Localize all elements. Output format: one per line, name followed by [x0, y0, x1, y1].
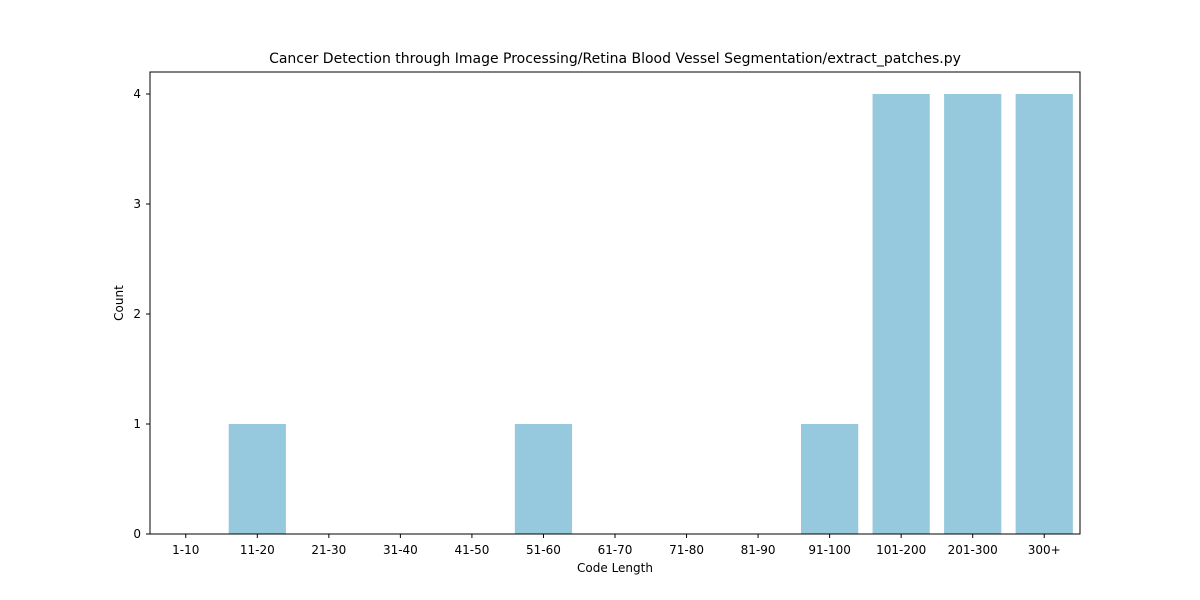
y-tick-label: 1 [133, 417, 141, 431]
bar-101-200 [872, 94, 930, 534]
x-tick-label: 41-50 [454, 543, 489, 557]
bar-300+ [1015, 94, 1073, 534]
x-tick-label: 51-60 [526, 543, 561, 557]
bar-91-100 [801, 424, 859, 534]
x-tick-label: 21-30 [311, 543, 346, 557]
x-tick-label: 71-80 [669, 543, 704, 557]
bar-201-300 [944, 94, 1002, 534]
y-tick-label: 4 [133, 87, 141, 101]
bars-group [228, 94, 1073, 534]
x-tick-label: 300+ [1028, 543, 1061, 557]
y-axis: 0 1 2 3 4 [133, 87, 150, 541]
x-tick-label: 1-10 [172, 543, 199, 557]
plot-frame [149, 71, 1081, 535]
x-axis: 1-10 11-20 21-30 31-40 41-50 51-60 61-70 71-80 8… [172, 534, 1061, 557]
x-tick-label: 101-200 [876, 543, 926, 557]
x-tick-label: 11-20 [240, 543, 275, 557]
y-tick-label: 3 [133, 197, 141, 211]
chart-title: Cancer Detection through Image Processin… [269, 51, 961, 67]
bar-11-20 [228, 424, 286, 534]
bar-51-60 [514, 424, 573, 534]
x-tick-label: 31-40 [383, 543, 418, 557]
x-tick-label: 61-70 [598, 543, 633, 557]
x-tick-label: 201-300 [948, 543, 998, 557]
x-tick-label: 81-90 [741, 543, 776, 557]
y-axis-label: Count [112, 285, 126, 321]
x-tick-label: 91-100 [808, 543, 851, 557]
y-tick-label: 2 [133, 307, 141, 321]
x-axis-label: Code Length [577, 561, 653, 575]
y-tick-label: 0 [133, 527, 141, 541]
